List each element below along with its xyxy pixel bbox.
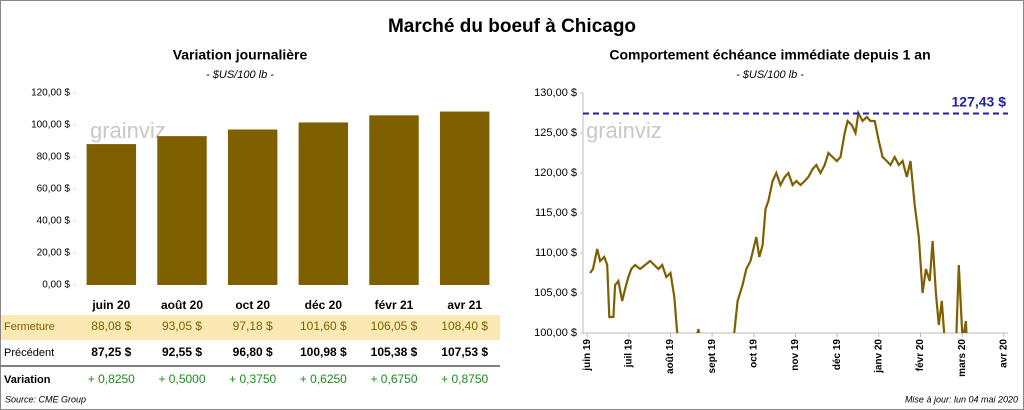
- y-tick-label: 125,00 $: [534, 127, 577, 139]
- table-cell: 87,25 $: [91, 345, 131, 359]
- y-tick-label: 80,00 $: [37, 152, 71, 163]
- x-tick-label: juin 20: [91, 298, 130, 312]
- y-tick-label: 0,00 $: [42, 280, 70, 291]
- table-cell: + 0,6250: [300, 372, 347, 386]
- x-tick-label: juil 19: [623, 339, 634, 369]
- chart-subtitle: - $US/100 lb -: [736, 69, 804, 81]
- value-label: 101,60 $: [300, 319, 347, 333]
- table-cell: 96,80 $: [233, 345, 273, 359]
- watermark: grainviz: [90, 118, 166, 143]
- x-tick-label: nov 19: [790, 339, 801, 371]
- y-tick-label: 100,00 $: [534, 327, 577, 339]
- y-tick-label: 130,00 $: [534, 87, 577, 99]
- chart-subtitle: - $US/100 lb -: [206, 69, 274, 81]
- value-label: 106,05 $: [371, 319, 418, 333]
- chart-title: Variation journalière: [173, 47, 308, 63]
- row-highlight: [1, 315, 500, 340]
- bar: [439, 111, 490, 285]
- row-label: Fermeture: [4, 321, 55, 333]
- source: Source: CME Group: [5, 394, 86, 404]
- x-tick-label: juin 19: [582, 339, 593, 372]
- y-tick-label: 115,00 $: [535, 207, 577, 219]
- price-line: [589, 109, 968, 333]
- value-label: 93,05 $: [162, 319, 202, 333]
- x-tick-label: sept 19: [707, 339, 718, 374]
- x-tick-label: déc 20: [305, 298, 343, 312]
- row-label: Précédent: [4, 347, 54, 359]
- x-tick-label: févr 21: [375, 298, 414, 312]
- x-tick-label: déc 19: [832, 339, 843, 371]
- table-cell: 107,53 $: [441, 345, 488, 359]
- y-tick-label: 110,00 $: [535, 247, 577, 259]
- row-label: Variation: [4, 374, 51, 386]
- bar: [86, 144, 137, 285]
- value-label: 108,40 $: [441, 319, 488, 333]
- table-cell: 105,38 $: [371, 345, 418, 359]
- x-tick-label: oct 20: [235, 298, 270, 312]
- chart-title: Comportement échéance immédiate depuis 1…: [609, 47, 930, 63]
- updated: Mise à jour: lun 04 mai 2020: [905, 394, 1018, 404]
- x-tick-label: mars 20: [957, 339, 968, 377]
- bar: [227, 129, 278, 285]
- x-tick-label: août 19: [665, 339, 676, 374]
- table-cell: 100,98 $: [300, 345, 347, 359]
- y-tick-label: 20,00 $: [37, 248, 71, 259]
- bar: [157, 136, 207, 285]
- x-tick-label: avr 21: [447, 298, 482, 312]
- x-tick-label: févr 20: [915, 339, 926, 372]
- table-cell: + 0,8250: [88, 372, 135, 386]
- value-label: 97,18 $: [233, 319, 273, 333]
- main-title: Marché du boeuf à Chicago: [388, 16, 636, 37]
- x-tick-label: janv 20: [873, 339, 884, 374]
- x-tick-label: oct 19: [748, 339, 759, 368]
- table-cell: + 0,3750: [229, 372, 276, 386]
- table-cell: + 0,6750: [370, 372, 417, 386]
- y-tick-label: 120,00 $: [534, 167, 577, 179]
- y-tick-label: 105,00 $: [534, 287, 577, 299]
- table-cell: + 0,5000: [158, 372, 205, 386]
- watermark: grainviz: [586, 118, 662, 143]
- x-tick-label: août 20: [161, 298, 203, 312]
- reference-label: 127,43 $: [952, 93, 1007, 109]
- x-tick-label: avr 20: [998, 339, 1009, 368]
- table-cell: + 0,8750: [441, 372, 488, 386]
- value-label: 88,08 $: [91, 319, 131, 333]
- y-tick-label: 40,00 $: [37, 216, 71, 227]
- y-tick-label: 100,00 $: [31, 120, 70, 131]
- bar: [298, 122, 349, 285]
- y-tick-label: 120,00 $: [31, 88, 70, 99]
- y-tick-label: 60,00 $: [37, 184, 71, 195]
- table-cell: 92,55 $: [162, 345, 202, 359]
- bar: [369, 115, 419, 285]
- plot-area: [589, 109, 968, 333]
